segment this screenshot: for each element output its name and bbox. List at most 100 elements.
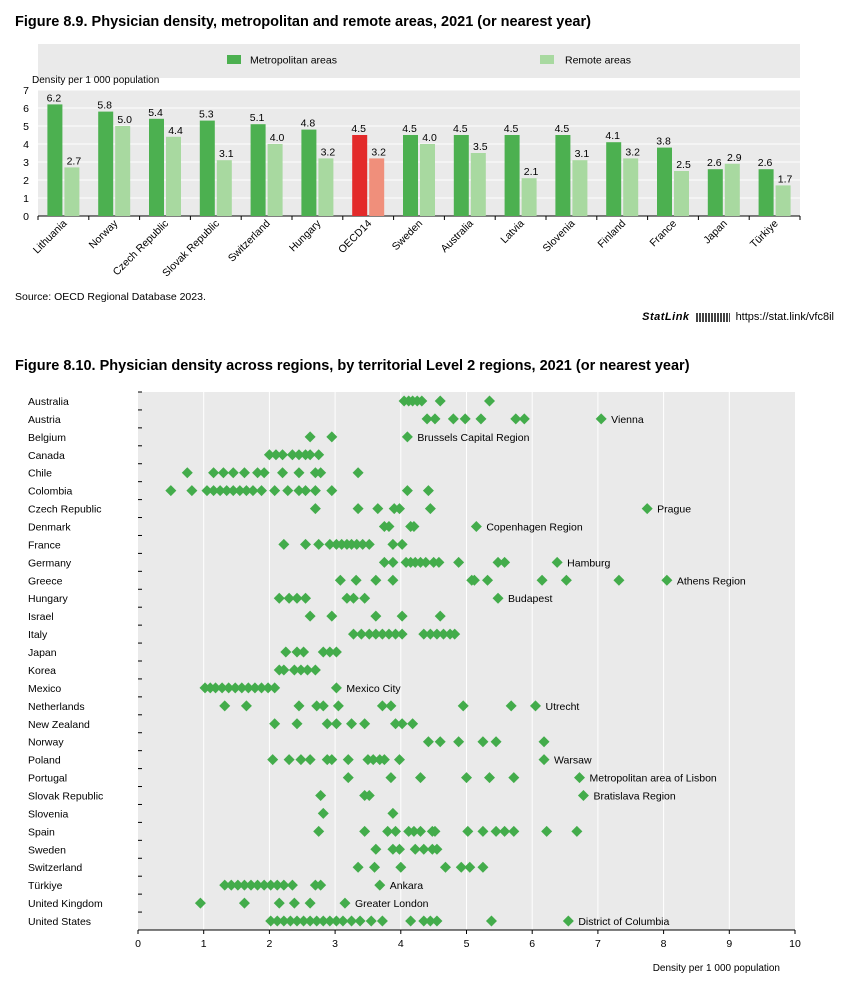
data-point bbox=[431, 843, 443, 855]
data-point bbox=[181, 467, 193, 479]
data-point bbox=[229, 682, 241, 694]
data-label-remote-11: 3.2 bbox=[625, 146, 640, 158]
data-point bbox=[459, 413, 471, 425]
data-point bbox=[309, 485, 321, 497]
data-point bbox=[367, 754, 379, 766]
data-point bbox=[641, 503, 653, 515]
data-point bbox=[304, 754, 316, 766]
row-label: Mexico bbox=[28, 683, 61, 695]
data-point bbox=[321, 718, 333, 730]
row-label: Italy bbox=[28, 629, 48, 641]
data-point bbox=[536, 574, 548, 586]
data-label-metro-7: 4.5 bbox=[402, 123, 417, 135]
y-axis-label: Density per 1 000 population bbox=[32, 75, 159, 86]
data-point bbox=[378, 754, 390, 766]
data-label-metro-12: 3.8 bbox=[656, 136, 671, 148]
data-point bbox=[453, 556, 465, 568]
y-tick-label: 6 bbox=[23, 103, 29, 115]
data-point bbox=[429, 825, 441, 837]
data-point bbox=[304, 610, 316, 622]
data-label-metro-6: 4.5 bbox=[351, 123, 366, 135]
row-label: Denmark bbox=[28, 522, 71, 534]
data-point bbox=[283, 592, 295, 604]
bar-remote-13 bbox=[724, 163, 740, 216]
data-point bbox=[390, 825, 402, 837]
data-point bbox=[317, 915, 329, 927]
data-point bbox=[194, 897, 206, 909]
source-note: Source: OECD Regional Database 2023. bbox=[15, 291, 206, 303]
row-label: Japan bbox=[28, 647, 57, 659]
data-point bbox=[247, 485, 259, 497]
x-tick-label: 2 bbox=[266, 938, 272, 950]
data-point bbox=[434, 610, 446, 622]
data-point bbox=[383, 628, 395, 640]
x-tick-label: Lithuania bbox=[31, 218, 70, 257]
data-point bbox=[529, 700, 541, 712]
row-label: Netherlands bbox=[28, 701, 85, 713]
data-point bbox=[396, 538, 408, 550]
data-point bbox=[258, 467, 270, 479]
data-point bbox=[359, 825, 371, 837]
data-point bbox=[311, 700, 323, 712]
data-point bbox=[324, 915, 336, 927]
data-point bbox=[490, 825, 502, 837]
bar-metro-2 bbox=[149, 118, 164, 216]
data-point bbox=[291, 646, 303, 658]
data-point bbox=[393, 503, 405, 515]
x-tick-label: Japan bbox=[701, 218, 730, 247]
data-label-metro-10: 4.5 bbox=[555, 123, 570, 135]
data-point bbox=[408, 521, 420, 532]
x-tick-label: 8 bbox=[661, 938, 667, 950]
bar-remote-6 bbox=[369, 158, 385, 216]
data-point bbox=[385, 772, 397, 784]
data-point bbox=[315, 467, 327, 479]
bar-metro-5 bbox=[301, 129, 317, 216]
x-tick-label: Norway bbox=[87, 217, 121, 251]
statlink-url[interactable]: https://stat.link/vfc8il bbox=[735, 311, 834, 323]
statlink[interactable]: StatLink https://stat.link/vfc8il bbox=[642, 311, 834, 323]
data-point bbox=[265, 915, 277, 927]
data-point bbox=[278, 664, 290, 676]
bar-metro-8 bbox=[453, 135, 469, 216]
data-point bbox=[538, 736, 550, 748]
data-point bbox=[378, 556, 390, 568]
data-point bbox=[376, 915, 388, 927]
data-point bbox=[431, 628, 443, 640]
data-label-remote-6: 3.2 bbox=[371, 146, 386, 158]
data-point bbox=[363, 790, 375, 801]
data-point bbox=[252, 467, 264, 479]
data-label-metro-13: 2.6 bbox=[707, 157, 722, 169]
data-point bbox=[447, 413, 459, 425]
legend-swatch-remote bbox=[540, 55, 554, 64]
data-point bbox=[376, 628, 388, 640]
data-point bbox=[278, 915, 290, 927]
data-point bbox=[271, 879, 283, 891]
x-tick-label: France bbox=[648, 218, 680, 250]
data-point bbox=[324, 538, 336, 550]
data-label-remote-10: 3.1 bbox=[575, 148, 590, 160]
data-label-metro-9: 4.5 bbox=[504, 123, 519, 135]
bar-remote-4 bbox=[267, 144, 283, 216]
bar-remote-10 bbox=[572, 160, 588, 216]
data-point bbox=[415, 825, 427, 837]
x-tick-label: Finland bbox=[595, 218, 628, 251]
data-point bbox=[571, 825, 583, 837]
data-point bbox=[300, 592, 312, 604]
bar-remote-1 bbox=[115, 126, 131, 216]
data-point bbox=[309, 503, 321, 515]
data-point bbox=[313, 449, 325, 461]
data-point bbox=[387, 807, 399, 819]
data-point bbox=[249, 682, 261, 694]
data-point bbox=[359, 592, 371, 604]
data-point bbox=[352, 503, 364, 515]
data-point bbox=[291, 718, 303, 730]
dot-chart: 0 1 2 3 4 5 6 7 8 9 10 Density per 1 000 population… bbox=[28, 391, 801, 974]
figure-8-9-title: Figure 8.9. Physician density, metropoli… bbox=[15, 14, 591, 30]
data-label-metro-2: 5.4 bbox=[148, 107, 163, 119]
row-label: Israel bbox=[28, 611, 54, 623]
annotation-label: Brussels Capital Region bbox=[417, 432, 529, 444]
bar-metro-6 bbox=[352, 135, 368, 216]
legend-swatch-metro bbox=[227, 55, 241, 64]
data-point bbox=[510, 413, 522, 425]
data-point bbox=[477, 861, 489, 873]
